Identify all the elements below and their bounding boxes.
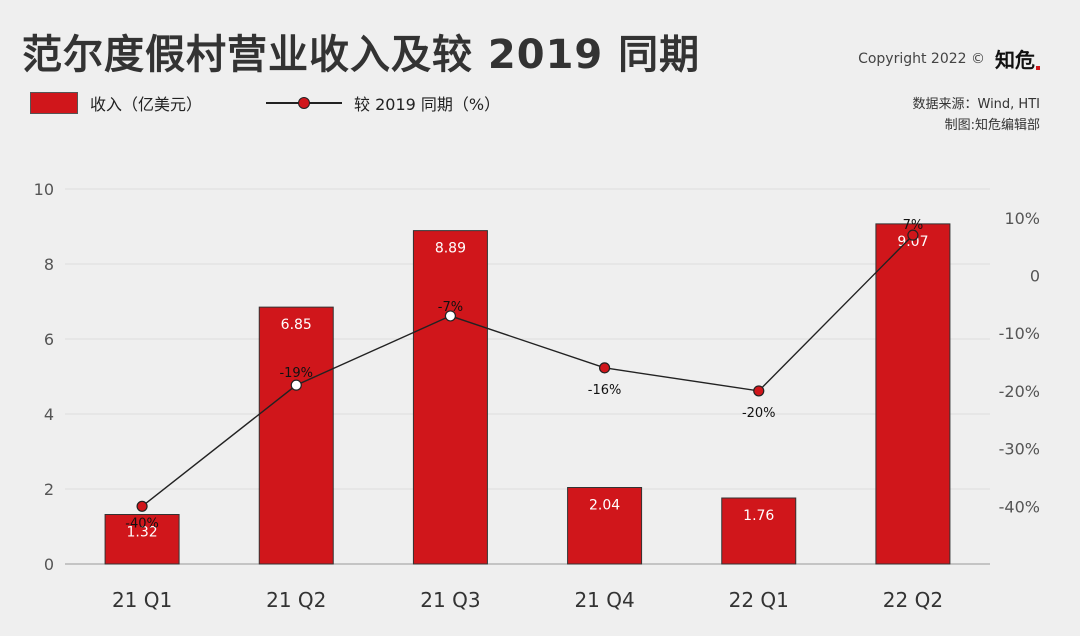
yoy-series-line [141, 234, 914, 507]
yoy-marker [444, 310, 457, 322]
legend-line-label: 较 2019 同期（%） [354, 95, 501, 114]
bar-value-label: 9.07 [897, 234, 928, 250]
yoy-value-label: -19% [279, 366, 313, 381]
legend-line-marker-icon [266, 95, 343, 111]
x-tick-label: 21 Q3 [420, 588, 480, 612]
copyright: Copyright 2022 © 知危 [858, 44, 1040, 73]
yoy-value-label: -20% [742, 406, 776, 421]
legend-dot [298, 97, 311, 109]
bar [567, 487, 643, 565]
bar-value-label: 8.89 [435, 241, 466, 257]
left-tick-label: 8 [44, 255, 54, 274]
made-by: 制图:知危编辑部 [944, 118, 1040, 133]
yoy-marker [907, 229, 919, 241]
bar-value-label: 6.85 [281, 317, 312, 333]
bar [721, 497, 797, 565]
left-tick-label: 0 [44, 555, 54, 574]
legend: 收入（亿美元） 较 2019 同期（%） [30, 90, 500, 116]
left-tick-label: 10 [34, 180, 54, 199]
x-tick-label: 22 Q2 [883, 588, 943, 612]
right-tick-label: -30% [999, 440, 1040, 459]
bar-value-label: 2.04 [589, 498, 620, 514]
x-tick-label: 21 Q2 [266, 588, 326, 612]
x-tick-label: 21 Q1 [112, 588, 172, 612]
bar [104, 514, 180, 565]
yoy-value-label: -16% [588, 383, 622, 398]
yoy-marker [598, 362, 611, 374]
bar-value-label: 1.32 [126, 525, 157, 541]
yoy-value-label: 7% [903, 218, 924, 233]
yoy-marker [290, 379, 302, 391]
data-source: 数据来源：Wind, HTI [912, 97, 1041, 112]
right-tick-label: -20% [999, 382, 1040, 401]
yoy-value-label: -7% [438, 300, 463, 315]
left-tick-label: 2 [44, 480, 54, 499]
x-tick-label: 21 Q4 [574, 588, 634, 612]
right-tick-label: 0 [1030, 267, 1040, 286]
brand-name: 知危 [995, 48, 1035, 72]
yoy-value-label: -40% [125, 516, 159, 531]
left-tick-label: 4 [44, 405, 54, 424]
brand-logo: 知危 [995, 44, 1040, 73]
chart-title: 范尔度假村营业收入及较 2019 同期 [22, 32, 701, 78]
right-tick-label: -40% [999, 497, 1040, 516]
copyright-text: Copyright 2022 © [858, 50, 985, 67]
x-tick-label: 22 Q1 [729, 588, 789, 612]
brand-dot-icon [1036, 66, 1040, 70]
bar-value-label: 1.76 [743, 508, 774, 524]
right-tick-label: 10% [1004, 209, 1040, 228]
bar [412, 230, 488, 565]
legend-bar-swatch-icon [30, 92, 78, 114]
yoy-marker [136, 500, 148, 512]
bar [258, 306, 334, 565]
legend-bar-label: 收入（亿美元） [90, 95, 203, 114]
source-note: 数据来源：Wind, HTI 制图:知危编辑部 [913, 94, 1041, 136]
left-tick-label: 6 [44, 330, 54, 349]
bar [875, 223, 951, 565]
right-tick-label: -10% [999, 324, 1040, 343]
yoy-marker [753, 385, 765, 397]
